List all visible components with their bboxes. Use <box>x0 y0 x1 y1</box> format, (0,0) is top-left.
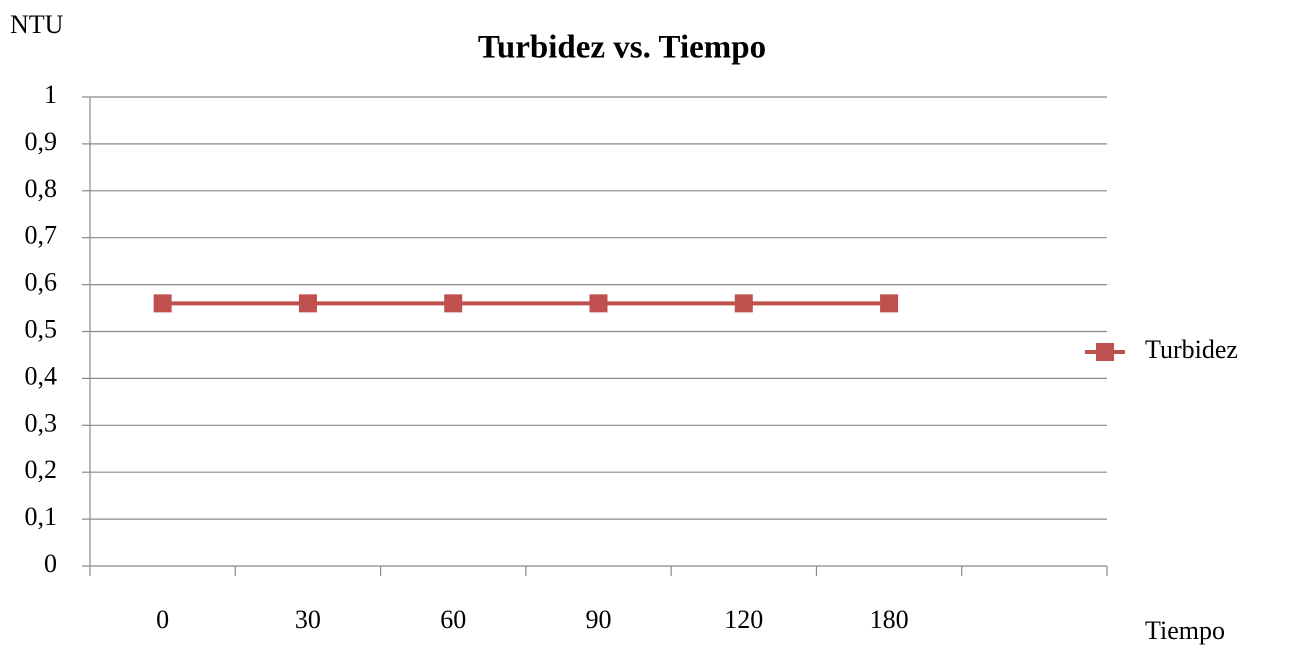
legend-label: Turbidez <box>1145 335 1238 364</box>
y-tick-label: 0,7 <box>25 221 58 250</box>
y-tick-label: 0,1 <box>25 502 58 531</box>
y-tick-label: 0 <box>44 549 57 578</box>
series-marker <box>589 294 608 313</box>
y-tick-label: 0,5 <box>25 314 58 343</box>
series-marker <box>880 294 899 313</box>
y-tick-label: 0,8 <box>25 174 58 203</box>
series-marker <box>734 294 753 313</box>
series-marker <box>153 294 172 313</box>
y-tick-label: 0,6 <box>25 268 58 297</box>
x-tick-label: 120 <box>724 605 763 634</box>
y-tick-label: 1 <box>44 80 57 109</box>
legend-marker <box>1096 343 1114 361</box>
x-tick-label: 30 <box>295 605 321 634</box>
x-axis-label: Tiempo <box>1145 616 1225 645</box>
y-axis-label: NTU <box>10 10 64 39</box>
x-tick-label: 90 <box>586 605 612 634</box>
x-tick-label: 180 <box>870 605 909 634</box>
x-tick-label: 0 <box>156 605 169 634</box>
y-tick-label: 0,9 <box>25 127 58 156</box>
x-tick-label: 60 <box>440 605 466 634</box>
y-tick-label: 0,2 <box>25 455 58 484</box>
series-marker <box>298 294 317 313</box>
chart-title: Turbidez vs. Tiempo <box>478 30 766 66</box>
y-tick-label: 0,3 <box>25 408 58 437</box>
y-tick-label: 0,4 <box>25 361 58 390</box>
series-marker <box>444 294 463 313</box>
